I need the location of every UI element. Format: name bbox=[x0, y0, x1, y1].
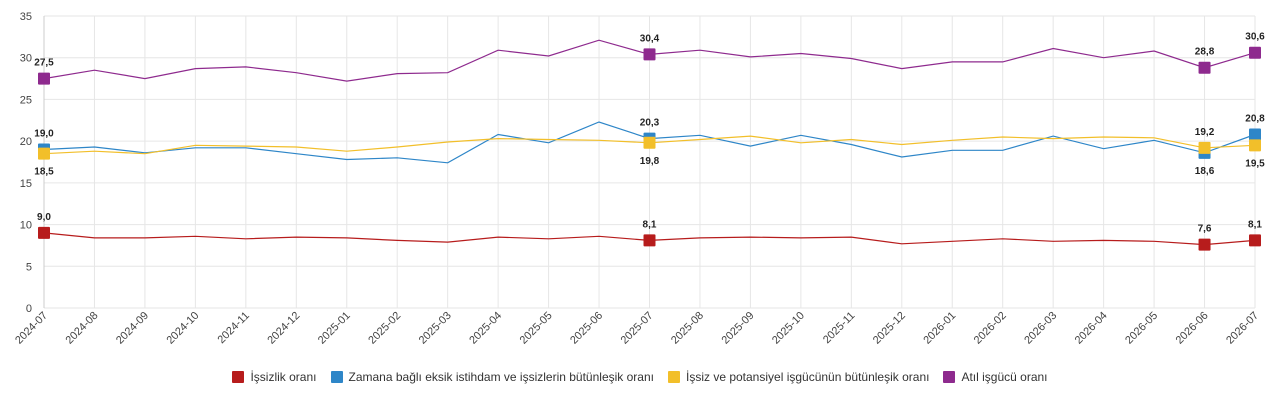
data-label-1: 20,8 bbox=[1245, 113, 1265, 124]
data-label-0: 9,0 bbox=[37, 212, 51, 223]
x-tick-label: 2026-01 bbox=[921, 310, 958, 347]
legend-item-zamana-bagli[interactable]: Zamana bağlı eksik istihdam ve işsizleri… bbox=[330, 370, 654, 384]
x-tick-label: 2026-04 bbox=[1073, 310, 1110, 347]
x-tick-label: 2025-04 bbox=[467, 310, 504, 347]
data-label-3: 27,5 bbox=[34, 58, 54, 69]
legend-label-zamana-bagli: Zamana bağlı eksik istihdam ve işsizleri… bbox=[348, 370, 654, 384]
legend-label-potansiyel: İşsiz ve potansiyel işgücünün bütünleşik… bbox=[685, 370, 930, 384]
data-label-1: 19,0 bbox=[34, 128, 54, 139]
x-tick-label: 2026-07 bbox=[1224, 310, 1261, 347]
series-marker-2 bbox=[38, 147, 50, 160]
legend-swatch-issizlik bbox=[232, 371, 245, 383]
legend-swatch-zamana-bagli bbox=[330, 371, 343, 383]
legend-item-potansiyel[interactable]: İşsiz ve potansiyel işgücünün bütünleşik… bbox=[667, 370, 930, 384]
data-label-2: 19,2 bbox=[1195, 127, 1215, 138]
data-label-2: 18,5 bbox=[34, 167, 54, 178]
x-tick-label: 2025-09 bbox=[720, 310, 757, 347]
series-marker-3 bbox=[1249, 46, 1261, 59]
x-tick-label: 2024-10 bbox=[164, 310, 201, 347]
y-tick-label: 5 bbox=[26, 261, 32, 273]
x-tick-label: 2026-06 bbox=[1174, 310, 1211, 347]
x-tick-label: 2025-02 bbox=[366, 310, 403, 347]
series-marker-3 bbox=[1198, 61, 1211, 74]
x-tick-label: 2026-02 bbox=[972, 310, 1009, 347]
series-marker-1 bbox=[1249, 128, 1261, 141]
data-label-0: 7,6 bbox=[1198, 224, 1212, 235]
data-label-3: 28,8 bbox=[1195, 47, 1215, 58]
x-tick-label: 2025-01 bbox=[316, 310, 353, 347]
x-tick-label: 2025-10 bbox=[770, 310, 807, 347]
series-marker-2 bbox=[643, 136, 656, 149]
series-marker-2 bbox=[1249, 139, 1261, 152]
y-tick-label: 35 bbox=[20, 11, 32, 23]
y-tick-label: 20 bbox=[20, 136, 32, 148]
series-marker-0 bbox=[1198, 238, 1211, 251]
data-label-3: 30,4 bbox=[640, 33, 660, 44]
series-marker-0 bbox=[1249, 234, 1261, 247]
data-label-2: 19,8 bbox=[640, 156, 660, 167]
data-label-0: 8,1 bbox=[643, 219, 657, 230]
legend-label-atil-isgucu: Atıl işgücü oranı bbox=[961, 370, 1048, 384]
x-tick-label: 2024-09 bbox=[114, 310, 151, 347]
data-label-1: 20,3 bbox=[640, 118, 660, 129]
x-tick-label: 2025-08 bbox=[669, 310, 706, 347]
x-tick-label: 2026-03 bbox=[1022, 310, 1059, 347]
y-tick-label: 25 bbox=[20, 94, 32, 106]
legend-label-issizlik: İşsizlik oranı bbox=[250, 370, 317, 384]
x-tick-label: 2025-11 bbox=[821, 310, 857, 346]
x-tick-label: 2025-05 bbox=[518, 310, 555, 347]
x-tick-label: 2024-08 bbox=[64, 310, 101, 347]
y-tick-label: 0 bbox=[26, 303, 32, 315]
legend-swatch-atil-isgucu bbox=[943, 371, 956, 383]
series-marker-0 bbox=[38, 226, 50, 239]
legend-swatch-potansiyel bbox=[667, 371, 680, 383]
line-chart: 2024-07 2024-08 2024-09 2024-10 2024-11 2024-… bbox=[13, 11, 1265, 347]
y-tick-label: 30 bbox=[20, 53, 32, 65]
x-tick-label: 2024-07 bbox=[13, 310, 50, 347]
x-tick-label: 2024-12 bbox=[265, 310, 302, 347]
legend-item-issizlik[interactable]: İşsizlik oranı bbox=[232, 370, 317, 384]
x-tick-label: 2025-06 bbox=[568, 310, 605, 347]
series-marker-3 bbox=[643, 48, 656, 61]
series-marker-0 bbox=[643, 234, 656, 247]
series-marker-3 bbox=[38, 72, 50, 85]
series-marker-2 bbox=[1198, 141, 1211, 154]
y-tick-label: 15 bbox=[20, 178, 32, 190]
data-label-3: 30,6 bbox=[1245, 32, 1265, 43]
x-tick-label: 2024-11 bbox=[215, 310, 251, 346]
data-label-1: 18,6 bbox=[1195, 166, 1215, 177]
data-label-2: 19,5 bbox=[1245, 158, 1265, 169]
y-tick-label: 10 bbox=[20, 220, 32, 232]
legend-item-atil-isgucu[interactable]: Atıl işgücü oranı bbox=[943, 370, 1048, 384]
chart-legend: İşsizlik oranı Zamana bağlı eksik istihd… bbox=[0, 370, 1280, 384]
data-label-0: 8,1 bbox=[1248, 219, 1262, 230]
x-tick-label: 2026-05 bbox=[1123, 310, 1160, 347]
x-tick-label: 2025-12 bbox=[871, 310, 908, 347]
x-tick-label: 2025-03 bbox=[417, 310, 454, 347]
x-tick-label: 2025-07 bbox=[619, 310, 656, 347]
